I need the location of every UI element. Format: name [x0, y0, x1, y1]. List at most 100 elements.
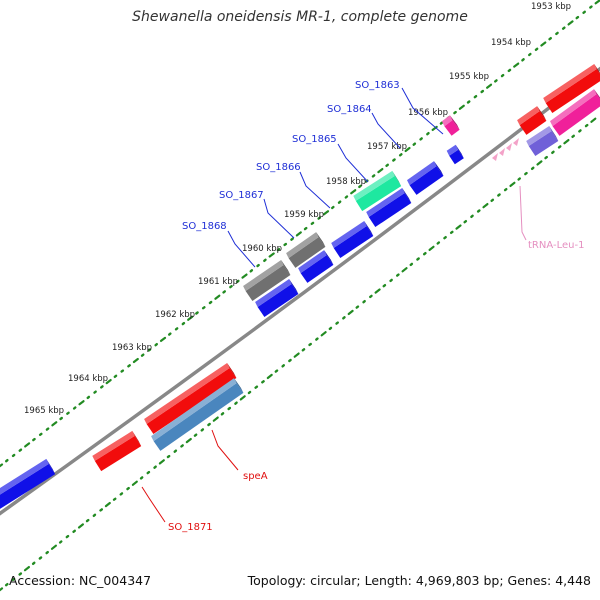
gene-so1871-end[interactable]: [132, 430, 142, 447]
gene-blue-mid-front[interactable]: [300, 255, 334, 283]
ruler-tick: [423, 251, 427, 256]
gene-so1871-top[interactable]: [92, 430, 135, 461]
gene-purple[interactable]: [526, 126, 559, 156]
gene-label-spea[interactable]: speA: [243, 471, 268, 482]
gene-so1871-steel-front[interactable]: [153, 383, 244, 451]
gene-so1871-steel-top[interactable]: [151, 378, 237, 442]
gene-so1865[interactable]: [353, 170, 402, 212]
gene-blue-small-top[interactable]: [446, 144, 459, 156]
gene-pink-right-end[interactable]: [594, 89, 600, 104]
gene-so1866-a-end[interactable]: [402, 188, 412, 203]
gene-so1866-a-front[interactable]: [368, 193, 412, 227]
trna-arrow-icon[interactable]: [506, 143, 512, 151]
gene-blue-small-end[interactable]: [455, 144, 464, 159]
gene-so1866-a-top[interactable]: [366, 188, 405, 217]
gene-so1866-b[interactable]: [331, 221, 374, 258]
ruler-tick: [99, 508, 104, 512]
gene-red-outer-2-front[interactable]: [545, 69, 600, 113]
gene-pink-right[interactable]: [550, 89, 600, 136]
ruler-tick: [99, 385, 104, 389]
gene-spea-outer[interactable]: [144, 363, 237, 434]
gene-so1865-top[interactable]: [353, 170, 395, 201]
gene-so1866-b-top[interactable]: [331, 221, 367, 248]
gene-label-so1865[interactable]: SO_1865: [292, 134, 337, 145]
gene-red-outer-2-top[interactable]: [543, 64, 597, 103]
gene-blue-mid[interactable]: [298, 250, 334, 283]
gene-so1863-top[interactable]: [441, 115, 453, 127]
ruler-tick: [563, 139, 570, 145]
gene-so1864[interactable]: [407, 161, 444, 195]
gene-so1871[interactable]: [92, 430, 142, 472]
gene-so1868[interactable]: [243, 260, 291, 301]
leader-line: [519, 185, 527, 241]
gene-red-outer-1-end[interactable]: [537, 106, 547, 121]
gene-blue-edge-front[interactable]: [0, 463, 56, 513]
ruler-tick: [235, 279, 240, 284]
gene-so1867-end[interactable]: [316, 232, 326, 247]
gene-label-trna[interactable]: tRNA-Leu-1: [528, 240, 584, 251]
gene-pink-right-top[interactable]: [550, 89, 597, 127]
gene-so1866-a[interactable]: [366, 188, 412, 227]
gene-label-so1863[interactable]: SO_1863: [355, 80, 400, 91]
ruler-tick: [159, 336, 167, 342]
gene-so1863-end[interactable]: [449, 115, 460, 130]
gene-blue-low-top[interactable]: [255, 279, 292, 307]
ruler-tick: [32, 437, 36, 442]
ruler-tick: [455, 224, 462, 230]
gene-so1866-b-front[interactable]: [333, 226, 374, 258]
gene-purple-top[interactable]: [526, 126, 552, 146]
gene-red-outer-2[interactable]: [543, 64, 600, 113]
gene-blue-edge-end[interactable]: [46, 458, 56, 475]
gene-blue-edge[interactable]: [0, 458, 56, 513]
gene-spea-outer-front[interactable]: [146, 368, 237, 434]
gene-purple-front[interactable]: [528, 131, 559, 156]
gene-red-outer-2-end[interactable]: [594, 64, 600, 79]
ruler-tick: [295, 231, 302, 237]
gene-blue-edge-top[interactable]: [0, 458, 49, 503]
gene-so1863[interactable]: [441, 115, 460, 136]
gene-features[interactable]: [0, 64, 600, 513]
gene-so1871-steel[interactable]: [151, 378, 244, 451]
gene-spea-outer-top[interactable]: [144, 363, 230, 424]
gene-label-so1867[interactable]: SO_1867: [219, 190, 264, 201]
gene-so1868-top[interactable]: [243, 260, 284, 291]
gene-label-so1871[interactable]: SO_1871: [168, 522, 213, 533]
gene-blue-small-front[interactable]: [449, 149, 464, 165]
gene-blue-mid-top[interactable]: [298, 250, 327, 274]
trna-arrow-icon[interactable]: [513, 138, 519, 146]
ruler-tick: [229, 285, 233, 289]
gene-pink-right-front[interactable]: [552, 94, 600, 136]
gene-spea-outer-end[interactable]: [227, 363, 237, 378]
ruler-tick: [131, 480, 138, 486]
gene-red-outer-1[interactable]: [517, 106, 547, 135]
gene-purple-end[interactable]: [549, 126, 559, 141]
gene-so1871-front[interactable]: [94, 435, 142, 472]
gene-blue-low-front[interactable]: [257, 284, 299, 317]
gene-label-so1868[interactable]: SO_1868: [182, 221, 227, 232]
gene-red-outer-1-front[interactable]: [519, 111, 547, 135]
gene-so1867-top[interactable]: [286, 232, 319, 259]
gene-so1871-steel-end[interactable]: [234, 378, 244, 393]
ruler-tick: [463, 219, 468, 224]
gene-label-so1864[interactable]: SO_1864: [327, 104, 372, 115]
gene-so1863-front[interactable]: [444, 120, 460, 136]
gene-so1865-end[interactable]: [392, 170, 402, 187]
gene-so1865-front[interactable]: [355, 175, 402, 212]
gene-blue-low[interactable]: [255, 279, 299, 317]
gene-blue-small[interactable]: [446, 144, 464, 165]
gene-blue-low-end[interactable]: [289, 279, 299, 294]
gene-so1868-end[interactable]: [281, 260, 291, 275]
gene-blue-mid-end[interactable]: [324, 250, 334, 265]
gene-so1864-end[interactable]: [434, 161, 444, 176]
gene-so1864-front[interactable]: [409, 166, 444, 195]
gene-label-so1866[interactable]: SO_1866: [256, 162, 301, 173]
trna-arrow-icon[interactable]: [499, 148, 505, 156]
ruler-tick: [396, 273, 400, 277]
gene-red-outer-1-top[interactable]: [517, 106, 540, 126]
gene-so1867[interactable]: [286, 232, 326, 268]
gene-so1866-b-end[interactable]: [364, 221, 374, 236]
trna-arrow-icon[interactable]: [492, 153, 498, 161]
gene-so1868-front[interactable]: [245, 265, 291, 301]
gene-so1864-top[interactable]: [407, 161, 437, 186]
gene-so1867-front[interactable]: [288, 237, 326, 268]
